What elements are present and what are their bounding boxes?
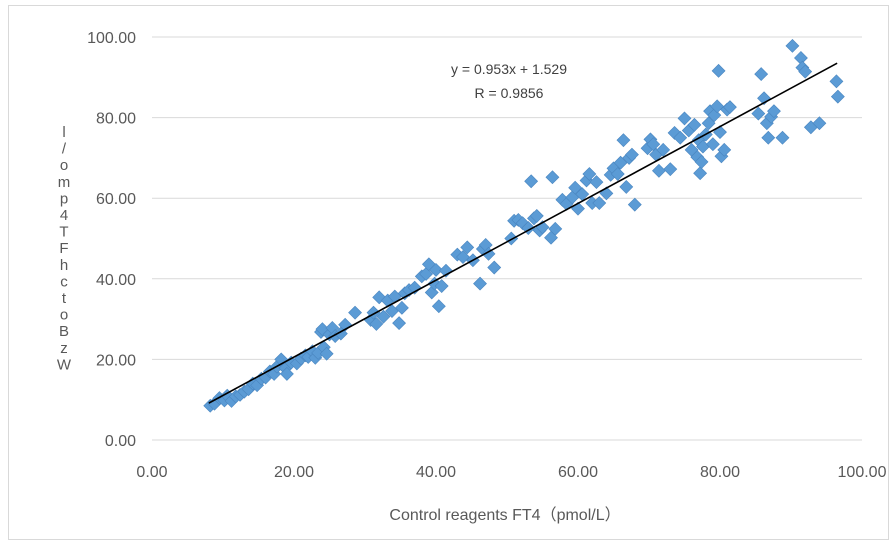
data-point [429, 263, 443, 277]
data-point [701, 116, 716, 131]
y-axis-title-glyph: m [58, 174, 71, 191]
data-point [460, 240, 475, 255]
data-point [582, 167, 597, 181]
data-point [652, 163, 666, 178]
x-tick-label: 40.00 [416, 464, 456, 481]
correlation-r-value: R = 0.9856 [475, 85, 544, 101]
data-point [431, 299, 446, 314]
data-point [319, 346, 334, 361]
y-axis-title-glyph: p [60, 190, 68, 207]
data-point [487, 260, 502, 275]
trendline [208, 62, 838, 404]
y-axis-title-glyph: c [60, 273, 68, 290]
data-point [434, 279, 449, 293]
y-tick-labels: 0.00 20.00 40.00 60.00 80.00 100.00 [87, 30, 136, 450]
data-point [812, 116, 827, 131]
data-point [619, 179, 634, 194]
y-axis-title-glyph: h [60, 257, 68, 274]
data-point [545, 170, 560, 185]
y-axis-title-glyph: z [60, 340, 68, 357]
gridlines [152, 36, 862, 441]
data-point [829, 74, 844, 89]
data-point [589, 175, 604, 190]
data-point [705, 137, 720, 152]
data-point [677, 111, 692, 126]
data-point [529, 209, 544, 223]
data-point [592, 196, 607, 210]
y-tick-label: 20.00 [96, 352, 136, 369]
y-axis-title-glyph: l [62, 124, 65, 141]
data-point [717, 142, 732, 157]
x-tick-label: 60.00 [558, 464, 598, 481]
x-tick-labels: 0.00 20.00 40.00 60.00 80.00 100.00 [136, 464, 886, 481]
y-tick-label: 40.00 [96, 272, 136, 289]
data-point [687, 117, 702, 132]
data-point [798, 64, 813, 79]
y-axis-title-glyph: T [59, 224, 68, 241]
x-tick-label: 0.00 [136, 464, 167, 481]
x-tick-label: 80.00 [700, 464, 740, 481]
data-point [548, 221, 563, 236]
y-axis-title-glyph: o [60, 157, 68, 174]
data-point [625, 147, 639, 162]
data-point [761, 130, 776, 145]
data-point [524, 174, 539, 189]
data-point [376, 309, 391, 324]
trendline-equation: y = 0.953x + 1.529 [451, 61, 567, 77]
data-point [775, 130, 790, 145]
data-point [785, 38, 800, 53]
data-point [348, 305, 362, 320]
x-tick-label: 20.00 [274, 464, 314, 481]
data-point [673, 130, 688, 145]
data-point [693, 166, 708, 181]
y-axis-title-glyph: / [62, 141, 67, 158]
x-tick-label: 100.00 [838, 464, 887, 481]
data-point [711, 63, 726, 78]
data-point [407, 280, 422, 295]
data-point [751, 106, 766, 121]
data-point [830, 89, 845, 104]
y-tick-label: 80.00 [96, 111, 136, 128]
y-tick-label: 60.00 [96, 191, 136, 208]
y-tick-label: 100.00 [87, 30, 136, 47]
y-tick-label: 0.00 [105, 433, 136, 450]
data-point [369, 317, 384, 331]
data-point [568, 180, 583, 195]
data-point [656, 142, 671, 157]
data-point [473, 276, 487, 291]
y-axis-title-glyph: F [59, 240, 68, 257]
data-point [754, 67, 769, 82]
y-axis-title-glyph: t [62, 290, 67, 307]
data-point [694, 155, 709, 169]
x-axis-title: Control reagents FT4（pmol/L） [389, 506, 620, 524]
data-point [610, 167, 625, 181]
data-point [627, 197, 642, 212]
y-axis-title-glyph: 4 [60, 207, 68, 224]
y-axis-title-glyph: W [57, 356, 72, 373]
data-point [663, 162, 678, 177]
trendline-group [208, 62, 838, 404]
y-axis-title-glyph: o [60, 307, 68, 324]
data-point [394, 300, 409, 315]
data-point [616, 133, 631, 148]
data-point [279, 366, 294, 381]
data-point [723, 100, 737, 115]
data-point [767, 104, 781, 119]
y-axis-title-glyph: B [59, 323, 69, 340]
data-point [439, 263, 453, 278]
data-point [392, 316, 407, 331]
